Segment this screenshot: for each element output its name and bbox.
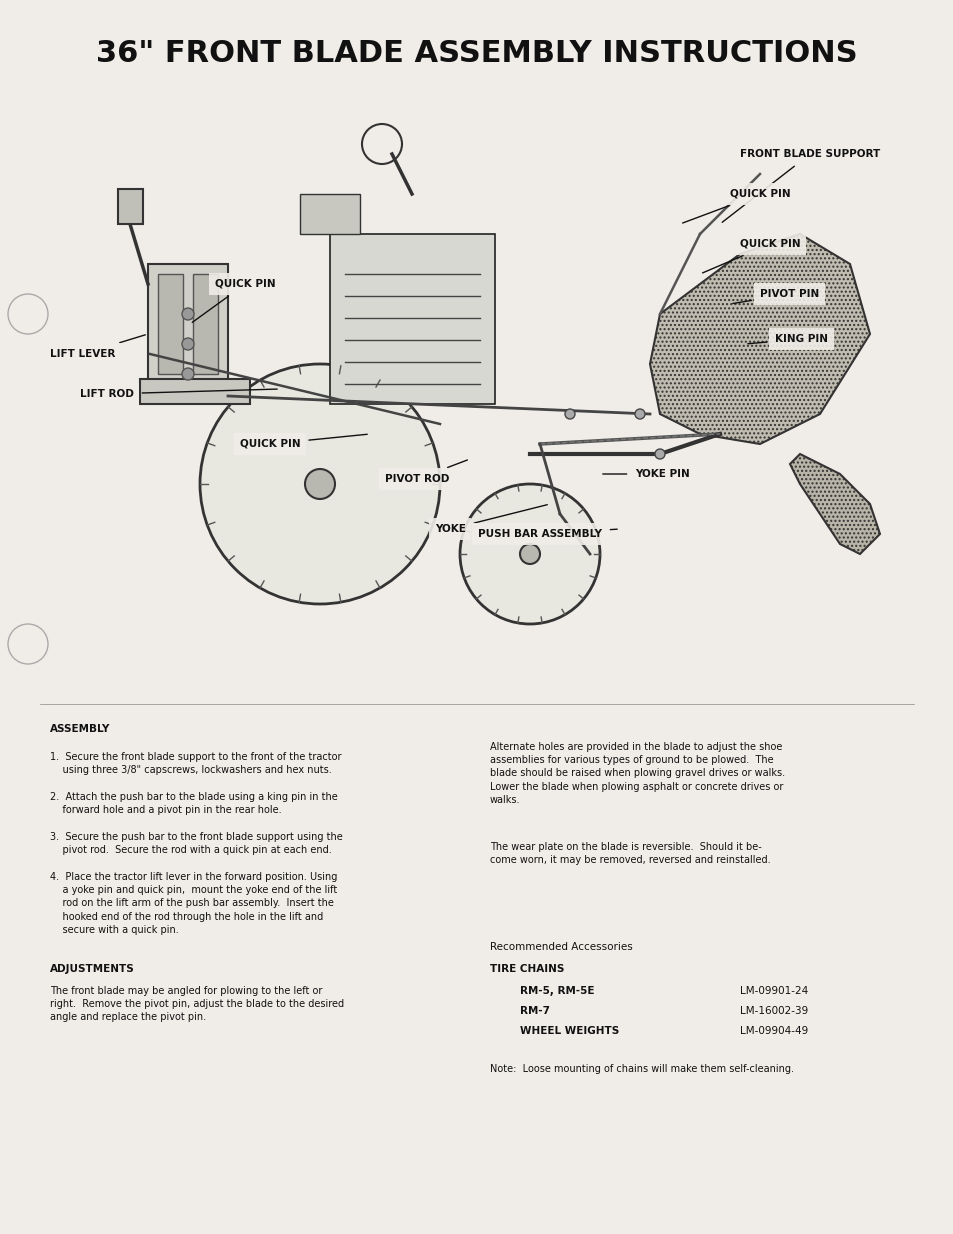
- Text: YOKE PIN: YOKE PIN: [602, 469, 689, 479]
- Text: PIVOT ROD: PIVOT ROD: [385, 460, 467, 484]
- Text: The wear plate on the blade is reversible.  Should it be-
come worn, it may be r: The wear plate on the blade is reversibl…: [490, 842, 770, 865]
- Text: QUICK PIN: QUICK PIN: [240, 434, 367, 449]
- Circle shape: [305, 469, 335, 499]
- Circle shape: [182, 368, 193, 380]
- Circle shape: [635, 408, 644, 420]
- Polygon shape: [789, 454, 879, 554]
- Text: ASSEMBLY: ASSEMBLY: [50, 724, 111, 734]
- Circle shape: [519, 544, 539, 564]
- Circle shape: [182, 308, 193, 320]
- Polygon shape: [649, 234, 869, 444]
- Text: LIFT ROD: LIFT ROD: [80, 389, 277, 399]
- Text: RM-5, RM-5E: RM-5, RM-5E: [519, 986, 594, 996]
- Text: PIVOT PIN: PIVOT PIN: [732, 289, 819, 304]
- Text: Recommended Accessories: Recommended Accessories: [490, 942, 632, 951]
- Text: The front blade may be angled for plowing to the left or
right.  Remove the pivo: The front blade may be angled for plowin…: [50, 986, 344, 1023]
- Circle shape: [200, 364, 439, 603]
- Circle shape: [182, 338, 193, 350]
- Bar: [299, 194, 359, 234]
- Text: TIRE CHAINS: TIRE CHAINS: [490, 964, 564, 974]
- Text: LM-09901-24: LM-09901-24: [740, 986, 807, 996]
- Bar: [118, 189, 143, 225]
- Text: ADJUSTMENTS: ADJUSTMENTS: [50, 964, 134, 974]
- Text: LM-09904-49: LM-09904-49: [740, 1025, 807, 1037]
- Text: QUICK PIN: QUICK PIN: [701, 239, 800, 273]
- Bar: [158, 274, 183, 374]
- Text: 1.  Secure the front blade support to the front of the tractor
    using three 3: 1. Secure the front blade support to the…: [50, 752, 341, 775]
- Text: LM-16002-39: LM-16002-39: [740, 1006, 807, 1016]
- Text: 2.  Attach the push bar to the blade using a king pin in the
    forward hole an: 2. Attach the push bar to the blade usin…: [50, 792, 337, 816]
- Circle shape: [564, 408, 575, 420]
- Text: PUSH BAR ASSEMBLY: PUSH BAR ASSEMBLY: [477, 529, 617, 539]
- Text: WHEEL WEIGHTS: WHEEL WEIGHTS: [519, 1025, 618, 1037]
- Circle shape: [655, 449, 664, 459]
- Bar: [148, 264, 228, 384]
- Text: Alternate holes are provided in the blade to adjust the shoe
assemblies for vari: Alternate holes are provided in the blad…: [490, 742, 784, 805]
- Text: RM-7: RM-7: [519, 1006, 550, 1016]
- Bar: [193, 274, 218, 374]
- Text: FRONT BLADE SUPPORT: FRONT BLADE SUPPORT: [721, 149, 880, 222]
- Text: 36" FRONT BLADE ASSEMBLY INSTRUCTIONS: 36" FRONT BLADE ASSEMBLY INSTRUCTIONS: [96, 39, 857, 68]
- Text: KING PIN: KING PIN: [747, 334, 827, 344]
- Text: LIFT LEVER: LIFT LEVER: [50, 334, 145, 359]
- Text: QUICK PIN: QUICK PIN: [193, 279, 275, 322]
- Text: 4.  Place the tractor lift lever in the forward position. Using
    a yoke pin a: 4. Place the tractor lift lever in the f…: [50, 872, 337, 935]
- Text: 3.  Secure the push bar to the front blade support using the
    pivot rod.  Sec: 3. Secure the push bar to the front blad…: [50, 832, 342, 855]
- Text: QUICK PIN: QUICK PIN: [682, 189, 790, 223]
- Bar: [140, 379, 250, 404]
- Text: Note:  Loose mounting of chains will make them self-cleaning.: Note: Loose mounting of chains will make…: [490, 1064, 793, 1074]
- Circle shape: [459, 484, 599, 624]
- Circle shape: [8, 294, 48, 334]
- Bar: [330, 234, 495, 404]
- Text: YOKE: YOKE: [435, 505, 547, 534]
- Circle shape: [8, 624, 48, 664]
